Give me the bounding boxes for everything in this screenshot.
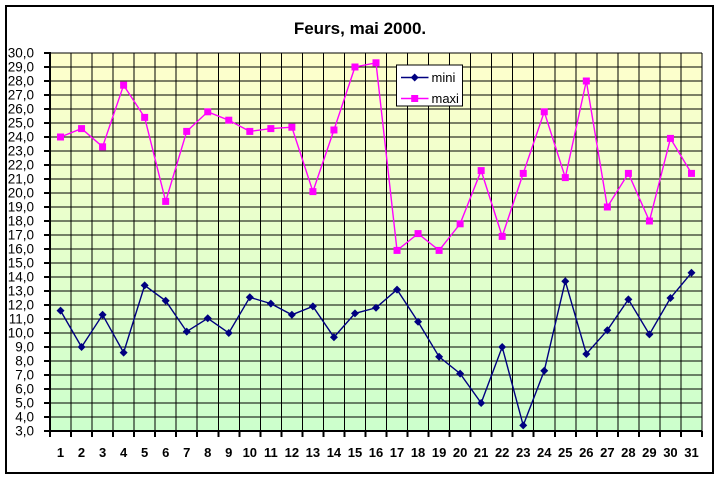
svg-text:27: 27 [600, 445, 614, 460]
svg-text:7: 7 [183, 445, 190, 460]
svg-text:28: 28 [621, 445, 635, 460]
svg-text:23: 23 [516, 445, 530, 460]
svg-text:10: 10 [243, 445, 257, 460]
svg-text:2: 2 [78, 445, 85, 460]
svg-text:20,0: 20,0 [8, 186, 34, 201]
svg-text:17,0: 17,0 [8, 228, 34, 243]
svg-text:14,0: 14,0 [8, 270, 34, 285]
svg-text:12,0: 12,0 [8, 298, 34, 313]
svg-text:3: 3 [99, 445, 106, 460]
svg-text:6,0: 6,0 [15, 382, 34, 397]
svg-text:30,0: 30,0 [8, 46, 34, 61]
svg-text:13: 13 [306, 445, 320, 460]
svg-text:14: 14 [327, 445, 342, 460]
svg-text:12: 12 [285, 445, 299, 460]
svg-text:15: 15 [348, 445, 362, 460]
svg-text:26: 26 [579, 445, 593, 460]
svg-text:24,0: 24,0 [8, 130, 34, 145]
svg-text:3,0: 3,0 [15, 424, 34, 439]
svg-text:21,0: 21,0 [8, 172, 34, 187]
svg-text:1: 1 [57, 445, 64, 460]
svg-text:9,0: 9,0 [15, 340, 34, 355]
svg-text:22: 22 [495, 445, 509, 460]
svg-text:8: 8 [204, 445, 211, 460]
svg-text:25,0: 25,0 [8, 116, 34, 131]
svg-text:24: 24 [537, 445, 552, 460]
svg-text:11: 11 [264, 445, 278, 460]
svg-text:28,0: 28,0 [8, 74, 34, 89]
svg-text:13,0: 13,0 [8, 284, 34, 299]
svg-text:maxi: maxi [432, 91, 460, 106]
svg-text:30: 30 [663, 445, 677, 460]
svg-text:21: 21 [474, 445, 488, 460]
svg-text:15,0: 15,0 [8, 256, 34, 271]
svg-text:27,0: 27,0 [8, 88, 34, 103]
svg-text:4: 4 [120, 445, 128, 460]
svg-text:18: 18 [411, 445, 425, 460]
svg-text:29: 29 [642, 445, 656, 460]
svg-text:5,0: 5,0 [15, 396, 34, 411]
svg-text:16,0: 16,0 [8, 242, 34, 257]
svg-text:29,0: 29,0 [8, 60, 34, 75]
svg-text:16: 16 [369, 445, 383, 460]
svg-text:8,0: 8,0 [15, 354, 34, 369]
svg-text:17: 17 [390, 445, 404, 460]
svg-text:26,0: 26,0 [8, 102, 34, 117]
svg-text:19,0: 19,0 [8, 200, 34, 215]
svg-text:7,0: 7,0 [15, 368, 34, 383]
svg-text:Feurs, mai 2000.: Feurs, mai 2000. [294, 19, 426, 38]
svg-text:25: 25 [558, 445, 572, 460]
svg-text:mini: mini [432, 70, 456, 85]
svg-text:23,0: 23,0 [8, 144, 34, 159]
svg-text:6: 6 [162, 445, 169, 460]
svg-text:20: 20 [453, 445, 467, 460]
svg-text:5: 5 [141, 445, 148, 460]
svg-text:18,0: 18,0 [8, 214, 34, 229]
svg-text:11,0: 11,0 [9, 312, 34, 327]
svg-text:9: 9 [225, 445, 232, 460]
svg-text:22,0: 22,0 [8, 158, 34, 173]
svg-text:10,0: 10,0 [8, 326, 34, 341]
svg-text:4,0: 4,0 [15, 410, 34, 425]
svg-text:31: 31 [684, 445, 698, 460]
svg-text:19: 19 [432, 445, 446, 460]
